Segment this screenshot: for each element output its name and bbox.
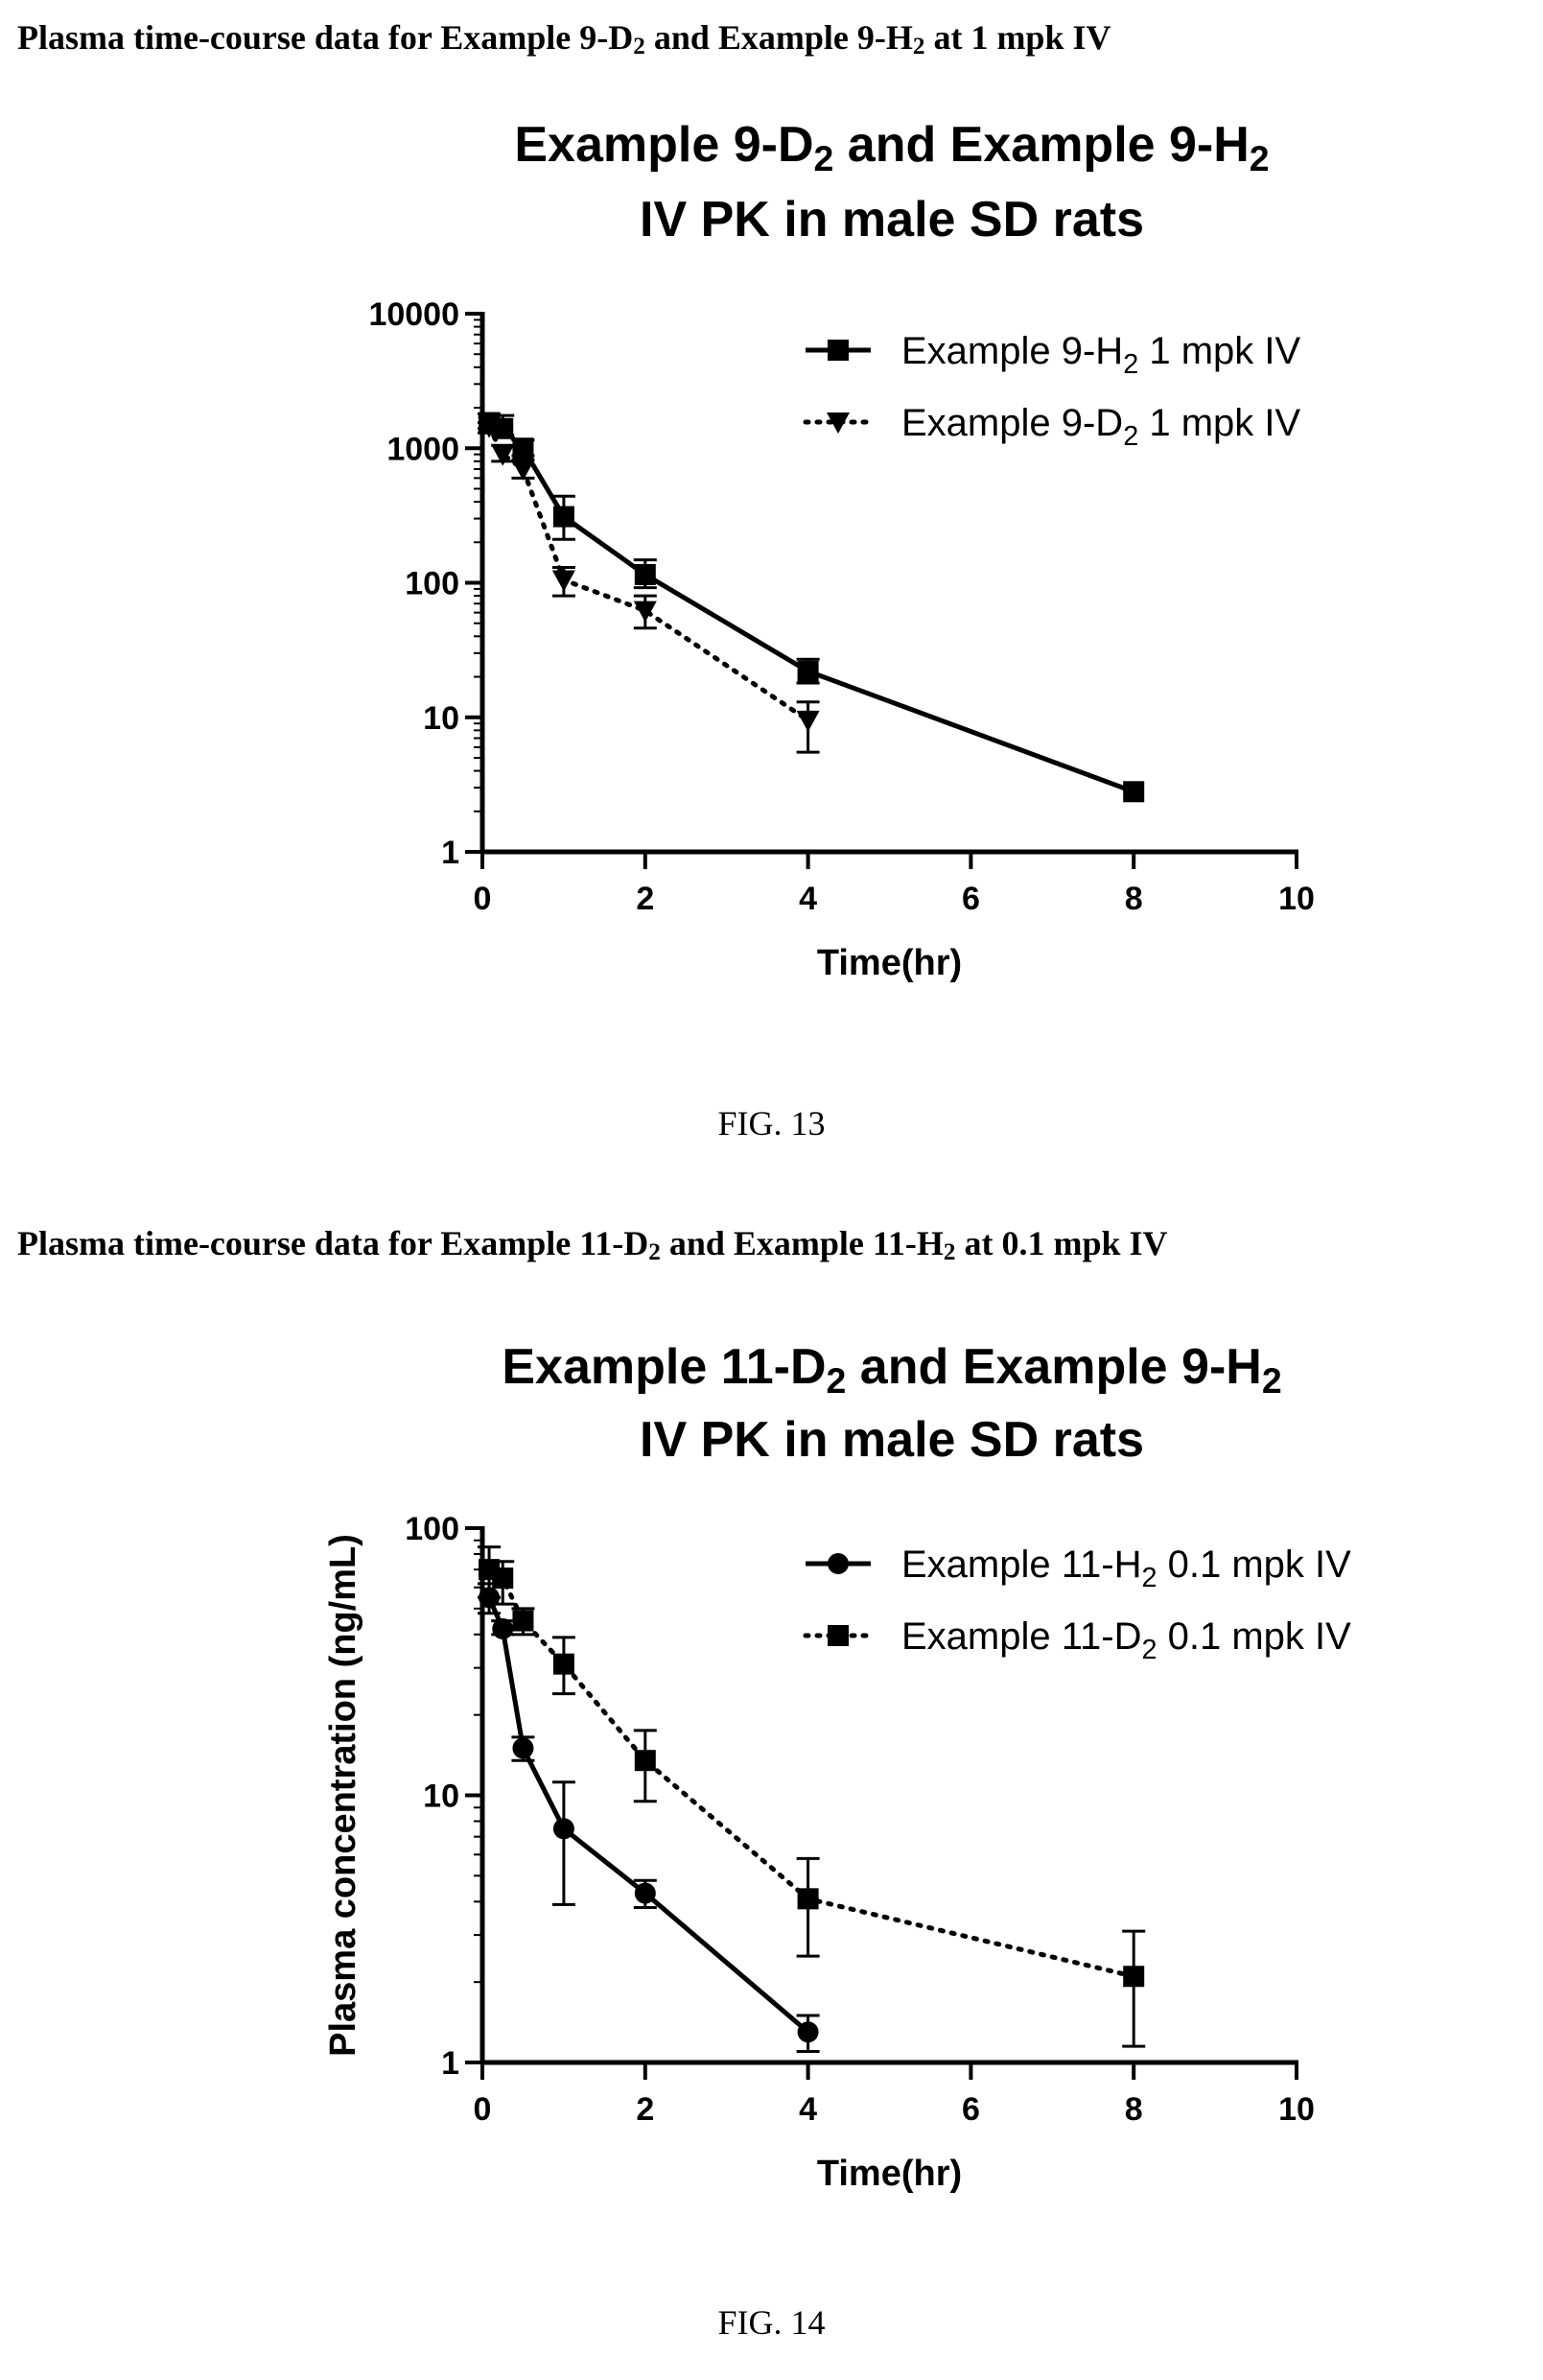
data-point	[634, 1882, 656, 1904]
heading-text-c: at 0.1 mpk IV	[955, 1224, 1168, 1262]
data-point	[551, 570, 575, 592]
heading-text-b: and Example 11-H	[660, 1224, 944, 1262]
data-point	[511, 459, 535, 481]
data-point	[797, 1888, 819, 1910]
data-point	[796, 710, 820, 732]
text-run: Example 9-H	[901, 330, 1123, 372]
text-run: 1 mpk IV	[1138, 330, 1300, 372]
x-tick-label: 8	[1125, 2091, 1143, 2128]
y-tick-label: 100	[405, 1511, 459, 1547]
text-run: Example 9-D	[901, 402, 1123, 444]
text-run: 1 mpk IV	[1138, 402, 1300, 444]
legend-marker	[828, 340, 849, 361]
heading-sub-1: 2	[648, 1239, 661, 1266]
data-point	[492, 1567, 514, 1590]
y-tick-label: 100	[405, 566, 459, 602]
chart-title-line-1: Example 11-D2 and Example 9-H2	[502, 1339, 1281, 1401]
x-axis-label: Time(hr)	[817, 2154, 962, 2194]
x-tick-label: 0	[474, 881, 492, 917]
subscript: 2	[1141, 1635, 1157, 1665]
data-point	[478, 416, 502, 438]
x-tick-label: 2	[636, 881, 654, 917]
chart-title-line-2: IV PK in male SD rats	[640, 192, 1144, 247]
legend-marker	[828, 1553, 849, 1574]
text-run: Example 11-H	[901, 1543, 1141, 1586]
heading-text-c: at 1 mpk IV	[924, 18, 1111, 57]
x-tick-label: 4	[799, 2091, 817, 2128]
data-point	[512, 1737, 534, 1759]
data-point	[552, 506, 574, 528]
data-point	[552, 1818, 574, 1840]
series-0: Example 11-H2 0.1 mpk IV	[478, 1543, 1351, 2053]
heading-text-a: Plasma time-course data for Example 9-D	[17, 18, 634, 57]
legend-label: Example 9-H2 1 mpk IV	[901, 330, 1300, 380]
x-tick-label: 10	[1278, 2091, 1315, 2128]
heading-text-a: Plasma time-course data for Example 11-D	[17, 1224, 649, 1262]
y-tick-label: 10	[423, 700, 459, 737]
x-tick-label: 0	[474, 2091, 492, 2128]
y-tick-label: 1	[441, 835, 459, 871]
x-tick-label: 2	[636, 2091, 654, 2128]
heading-sub-1: 2	[633, 34, 645, 60]
x-axis-label: Time(hr)	[817, 943, 962, 983]
y-tick-label: 1000	[386, 431, 459, 467]
x-tick-label: 8	[1125, 881, 1143, 917]
data-point	[512, 437, 534, 460]
subscript: 2	[1262, 1360, 1282, 1401]
legend-label: Example 11-D2 0.1 mpk IV	[901, 1615, 1351, 1665]
heading-sub-2: 2	[912, 34, 925, 60]
text-run: 0.1 mpk IV	[1157, 1543, 1351, 1586]
x-tick-label: 6	[962, 2091, 980, 2128]
figure-label: FIG. 13	[717, 1104, 826, 1143]
x-tick-label: 6	[962, 881, 980, 917]
legend-marker	[827, 412, 850, 434]
subscript: 2	[814, 138, 834, 178]
heading-sub-2: 2	[943, 1239, 956, 1266]
data-point	[634, 563, 656, 585]
subscript: 2	[1141, 1563, 1157, 1593]
text-run: Example 9-D	[514, 117, 813, 173]
y-axis-label: Plasma concentration (ng/mL)	[323, 1534, 363, 2057]
data-point	[1123, 1966, 1145, 1988]
series-1: Example 11-D2 0.1 mpk IV	[478, 1545, 1351, 2048]
subscript: 2	[1123, 349, 1138, 380]
chart-title-line-1: Example 9-D2 and Example 9-H2	[514, 117, 1269, 178]
series-line	[488, 420, 1135, 794]
series-0: Example 9-H2 1 mpk IV	[478, 330, 1300, 803]
data-point	[634, 1750, 656, 1772]
series-1: Example 9-D2 1 mpk IV	[478, 402, 1300, 754]
data-point	[633, 601, 657, 623]
subscript: 2	[1250, 138, 1270, 178]
legend-label: Example 9-D2 1 mpk IV	[901, 402, 1300, 452]
figure-heading: Plasma time-course data for Example 11-D…	[17, 1223, 1168, 1266]
data-point	[512, 1610, 534, 1632]
data-point	[797, 2021, 819, 2043]
text-run: and Example 9-H	[833, 117, 1249, 173]
figure-label: FIG. 14	[717, 2303, 826, 2342]
legend-label: Example 11-H2 0.1 mpk IV	[901, 1543, 1351, 1593]
figure-heading: Plasma time-course data for Example 9-D2…	[17, 17, 1110, 60]
data-point	[492, 1617, 514, 1639]
text-run: Example 11-D	[502, 1339, 826, 1395]
data-point	[1123, 781, 1145, 803]
series-line	[486, 1596, 810, 2035]
subscript: 2	[827, 1360, 847, 1401]
x-tick-label: 10	[1278, 881, 1315, 917]
subscript: 2	[1123, 421, 1138, 452]
data-point	[491, 444, 515, 466]
text-run: and Example 9-H	[846, 1339, 1261, 1395]
x-tick-label: 4	[799, 881, 817, 917]
chart-title-line-2: IV PK in male SD rats	[640, 1412, 1144, 1468]
text-run: 0.1 mpk IV	[1157, 1615, 1351, 1658]
data-point	[797, 660, 819, 682]
y-tick-label: 10000	[368, 296, 459, 333]
y-tick-label: 10	[423, 1779, 459, 1815]
data-point	[552, 1653, 574, 1675]
y-tick-label: 1	[441, 2045, 459, 2082]
legend-marker	[828, 1625, 849, 1646]
text-run: Example 11-D	[901, 1615, 1141, 1658]
heading-text-b: and Example 9-H	[644, 18, 913, 57]
